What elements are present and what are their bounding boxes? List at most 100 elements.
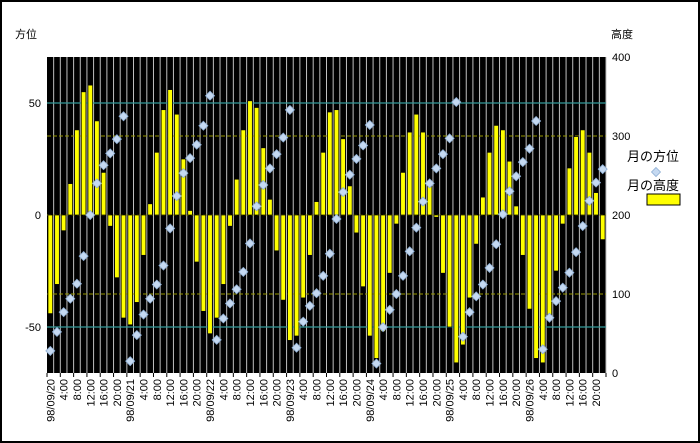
right-axis-tick-label: 400 [612,52,630,64]
bar-moon-altitude [247,100,253,216]
marker-moon-azimuth [344,169,355,180]
marker-moon-azimuth [411,222,422,233]
bar-moon-altitude [147,203,153,216]
bar-moon-altitude [573,136,579,216]
bar-moon-altitude [167,89,173,216]
bar-moon-altitude [446,214,453,328]
bar-moon-altitude [107,214,113,227]
marker-moon-azimuth [171,190,182,202]
x-axis-label: 12:00 [564,379,576,407]
marker-moon-azimuth [464,307,475,318]
x-axis-label: 98/09/21 [125,379,137,422]
marker-moon-azimuth [118,111,129,122]
bar-moon-altitude [480,196,486,216]
x-axis-label: 98/09/23 [285,379,297,422]
x-axis-label: 4:00 [59,379,71,400]
bar-moon-altitude [94,120,100,216]
marker-moon-azimuth [544,312,555,323]
marker-moon-azimuth [551,296,562,307]
marker-moon-azimuth [331,213,342,225]
bar-moon-altitude [466,214,473,299]
bar-moon-altitude [533,214,539,359]
marker-moon-azimuth [324,248,335,259]
marker-moon-azimuth [244,238,256,249]
bar-moon-altitude [47,214,53,314]
bar-moon-altitude [440,214,446,274]
bar-moon-altitude [486,151,493,216]
x-axis-label: 16:00 [99,379,111,407]
marker-moon-azimuth [65,293,76,304]
marker-moon-azimuth [471,291,482,302]
marker-moon-azimuth [278,132,289,143]
bar-moon-altitude [586,151,593,216]
bar-moon-altitude [154,151,160,216]
bar-moon-altitude [566,167,573,216]
bar-moon-altitude [287,214,293,341]
marker-moon-azimuth [444,133,455,144]
x-axis-label: 4:00 [139,379,151,400]
bar-moon-altitude [87,84,93,216]
bar-moon-altitude [520,214,526,256]
marker-moon-azimuth [231,284,242,295]
x-axis-label: 20:00 [351,379,363,407]
marker-moon-azimuth [224,298,236,309]
marker-moon-azimuth [417,196,429,207]
bar-moon-altitude [214,214,220,319]
bar-moon-altitude [74,129,80,216]
x-axis-label: 20:00 [112,379,124,407]
bar-moon-altitude [54,214,60,285]
marker-moon-azimuth [211,334,222,345]
left-axis-title: 方位 [15,27,37,41]
bar-moon-altitude [80,91,87,216]
marker-moon-azimuth [531,115,542,127]
bar-moon-altitude [327,111,333,216]
right-axis-tick-label: 0 [612,368,618,380]
bar-moon-altitude [546,214,553,319]
x-axis-label: 12:00 [485,379,497,407]
marker-moon-azimuth [590,177,602,188]
x-axis-label: 8:00 [152,379,164,400]
marker-moon-azimuth [491,239,502,250]
bar-moon-altitude [526,214,533,310]
bar-moon-altitude [453,214,459,364]
marker-moon-azimuth [564,267,575,278]
marker-moon-azimuth [145,293,156,304]
x-axis-label: 98/09/22 [205,379,217,422]
marker-moon-azimuth [284,104,295,115]
bar-moon-altitude [227,214,233,227]
marker-moon-azimuth [198,120,209,131]
bar-moon-altitude [493,125,499,216]
marker-moon-azimuth [570,247,582,258]
marker-moon-azimuth [318,270,329,281]
x-axis-label: 8:00 [72,379,84,400]
bar-moon-altitude [367,214,373,337]
bar-moon-altitude [433,214,439,218]
right-axis-title: 高度 [611,27,633,41]
bar-moon-altitude [407,131,413,216]
bar-moon-altitude [234,178,240,216]
x-axis-label: 12:00 [325,379,337,407]
marker-moon-azimuth [45,345,56,356]
bar-moon-altitude [473,214,479,245]
bar-moon-altitude [194,214,200,263]
marker-moon-azimuth [98,160,109,171]
marker-moon-azimuth [384,304,395,315]
marker-moon-azimuth [504,186,515,197]
x-axis-label: 4:00 [218,379,230,400]
x-axis-label: 12:00 [405,379,417,407]
x-axis-label: 8:00 [312,379,324,400]
marker-moon-azimuth [71,278,83,289]
bar-moon-altitude [307,214,313,256]
x-axis-label: 16:00 [258,379,270,407]
bar-moon-altitude [187,210,193,216]
bar-moon-altitude [127,214,133,326]
x-axis-label: 8:00 [471,379,483,400]
bar-moon-altitude [593,192,599,216]
marker-moon-azimuth [238,266,249,277]
bar-moon-altitude [267,198,273,216]
bar-moon-altitude [393,214,400,225]
bar-moon-altitude [553,214,559,272]
marker-moon-azimuth [165,223,176,234]
bar-moon-altitude [174,113,180,216]
